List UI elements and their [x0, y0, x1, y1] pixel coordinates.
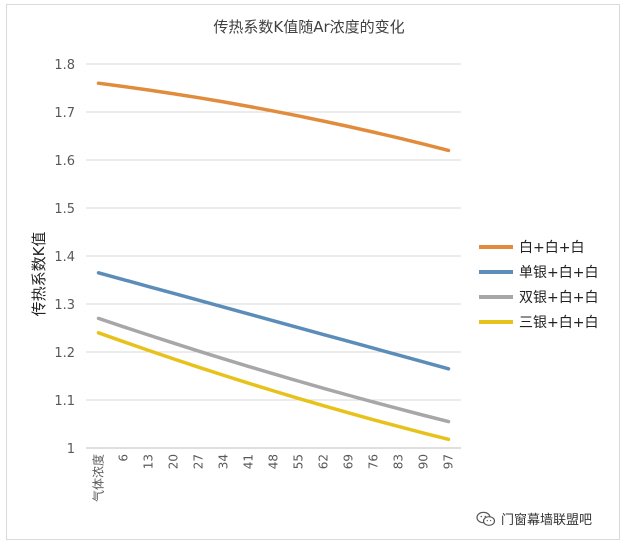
y-tick-label: 1 [67, 442, 75, 457]
legend-label: 三银+白+白 [519, 315, 598, 331]
y-tick-label: 1.4 [54, 250, 75, 265]
x-tick-label: 76 [367, 454, 381, 469]
y-tick-label: 1.7 [54, 106, 75, 121]
x-tick-label: 6 [117, 454, 131, 462]
y-tick-label: 1.3 [54, 298, 75, 313]
watermark-text: 门窗幕墙联盟吧 [501, 513, 593, 528]
x-tick-label: 69 [342, 454, 356, 469]
chart-frame [6, 4, 620, 540]
legend-label: 白+白+白 [519, 240, 584, 256]
x-tick-label: 97 [442, 454, 456, 469]
y-tick-label: 1.8 [54, 58, 75, 73]
legend: 白+白+白单银+白+白双银+白+白三银+白+白 [479, 240, 598, 331]
y-tick-label: 1.2 [54, 346, 75, 361]
x-tick-label: 62 [317, 454, 331, 469]
legend-label: 双银+白+白 [519, 290, 598, 306]
x-tick-label: 气体浓度 [91, 454, 106, 502]
watermark: 门窗幕墙联盟吧 [476, 509, 592, 528]
x-axis-ticks: 气体浓度 6 13 20 27 34 41 48 55 62 69 76 83 90 97 [91, 454, 456, 502]
wechat-icon [476, 511, 496, 526]
legend-label: 单银+白+白 [519, 265, 598, 281]
series-line [96, 271, 451, 371]
x-tick-label: 48 [267, 454, 281, 469]
series-line [96, 81, 451, 153]
x-tick-label: 90 [417, 454, 431, 469]
series-lines [96, 81, 451, 442]
y-tick-label: 1.1 [54, 394, 75, 409]
x-tick-label: 20 [167, 454, 181, 469]
y-tick-label: 1.5 [54, 202, 75, 217]
series-line [96, 331, 451, 442]
x-tick-label: 34 [217, 454, 231, 469]
x-tick-label: 41 [242, 454, 256, 469]
y-axis-ticks: 1 1.1 1.2 1.3 1.4 1.5 1.6 1.7 1.8 [54, 58, 75, 457]
x-tick-label: 13 [142, 454, 156, 469]
x-tick-label: 83 [392, 454, 406, 469]
x-tick-label: 55 [292, 454, 306, 469]
x-tick-label: 27 [192, 454, 206, 469]
y-tick-label: 1.6 [54, 154, 75, 169]
chart-title: 传热系数K值随Ar浓度的变化 [213, 18, 404, 36]
y-axis-label: 传热系数K值 [30, 232, 48, 317]
series-line [96, 316, 451, 424]
